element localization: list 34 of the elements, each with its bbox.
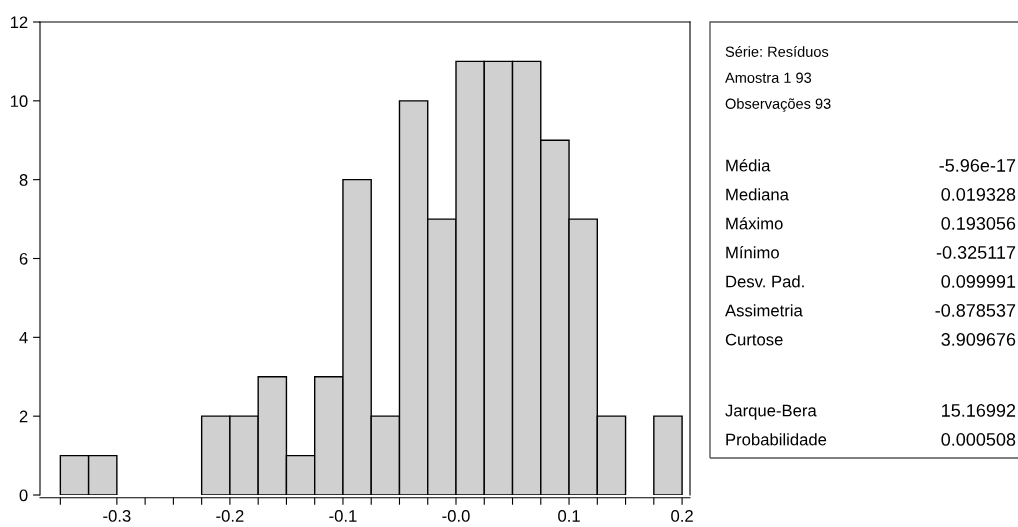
text: Curtose	[725, 333, 783, 346]
text: Assimetria	[725, 304, 803, 317]
x-tick-label: -0.1	[329, 510, 357, 522]
text: 0.000508	[941, 433, 1016, 446]
text: 0.099991	[941, 275, 1016, 288]
text: 3.909676	[941, 333, 1016, 346]
x-tick-label: 0.2	[671, 510, 693, 522]
text: Série: Resíduos	[725, 46, 829, 57]
x-tick-label: -0.3	[103, 510, 131, 522]
x-tick-label: -0.2	[216, 510, 244, 522]
text: Amostra 1 93	[725, 72, 812, 83]
text: 0.193056	[941, 217, 1016, 230]
text: 15.16992	[942, 404, 1016, 417]
y-tick-label: 4	[19, 331, 28, 344]
x-tick-label: -0.0	[442, 510, 470, 522]
y-tick-label: 6	[19, 252, 28, 265]
text: Probabilidade	[726, 433, 827, 446]
text: Mínimo	[726, 246, 779, 259]
y-tick-label: 0	[19, 489, 28, 502]
text: Mediana	[726, 188, 789, 201]
y-tick-label: 2	[19, 410, 28, 423]
text: Média	[726, 159, 771, 172]
text: -0.878537	[935, 304, 1016, 317]
y-tick-label: 8	[19, 174, 28, 186]
y-tick-label: 10	[10, 95, 28, 108]
text: Máximo	[726, 217, 783, 230]
x-tick-label: 0.1	[558, 510, 580, 522]
text: 0.019328	[941, 188, 1016, 201]
text: -5.96e-17	[939, 159, 1016, 172]
y-tick-label: 12	[10, 16, 28, 29]
text: Observações 93	[725, 98, 831, 112]
text: Desv. Pad.	[726, 275, 804, 288]
text: -0.325117	[936, 246, 1016, 259]
text: Jarque-Bera	[725, 404, 817, 420]
